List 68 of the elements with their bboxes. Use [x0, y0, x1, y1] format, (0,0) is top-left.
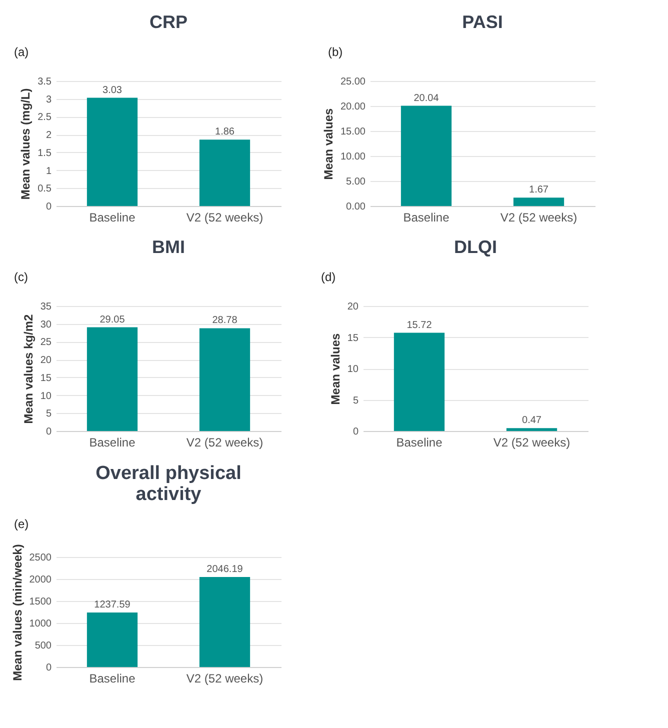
- chart-title: DLQI: [454, 237, 497, 257]
- y-tick-label: 2000: [29, 574, 52, 586]
- data-label: 28.78: [212, 315, 238, 326]
- data-label: 3.03: [102, 84, 122, 96]
- y-tick-label: 25: [40, 337, 52, 348]
- y-tick-label: 5: [46, 408, 52, 420]
- y-tick-label: 15: [347, 332, 359, 344]
- y-tick-label: 10.00: [340, 152, 366, 162]
- y-tick-label: 5: [352, 395, 359, 406]
- y-tick-label: 30: [40, 319, 52, 330]
- y-tick-label: 20: [347, 302, 359, 312]
- x-tick-label: Baseline: [403, 210, 450, 224]
- y-axis-title: Mean values: [321, 108, 336, 180]
- data-label: 2046.19: [206, 564, 244, 575]
- x-tick-label: Baseline: [89, 672, 136, 686]
- y-tick-label: 0: [352, 426, 359, 438]
- y-tick-label: 10: [40, 390, 52, 402]
- text: (c): [14, 270, 28, 284]
- text: (e): [14, 517, 29, 531]
- x-tick-label: V2 (52 weeks): [493, 436, 570, 450]
- data-label: 1237.59: [94, 600, 131, 611]
- text: (a): [14, 45, 29, 59]
- y-tick-label: 2: [46, 130, 52, 142]
- y-tick-label: 2.5: [38, 112, 52, 124]
- y-tick-label: 3.5: [38, 76, 52, 88]
- text: (b): [328, 45, 343, 59]
- y-tick-label: 0.00: [346, 202, 366, 212]
- x-tick-label: V2 (52 weeks): [186, 672, 264, 686]
- y-tick-label: 1500: [29, 596, 52, 608]
- data-label: 15.72: [406, 320, 432, 331]
- chart-title: Overall physical activity: [96, 463, 242, 505]
- y-tick-label: 0: [46, 202, 52, 212]
- x-tick-label: V2 (52 weeks): [186, 210, 264, 224]
- data-label: 0.47: [522, 415, 542, 426]
- y-axis-title: Mean values (min/week): [10, 544, 24, 681]
- x-tick-label: Baseline: [396, 436, 443, 450]
- y-tick-label: 3: [46, 94, 52, 106]
- y-tick-label: 2500: [29, 552, 52, 564]
- y-tick-label: 15.00: [340, 126, 366, 138]
- y-tick-label: 1000: [29, 618, 52, 630]
- y-tick-label: 1.5: [38, 148, 52, 159]
- x-tick-label: Baseline: [89, 210, 136, 224]
- x-tick-label: V2 (52 weeks): [500, 210, 578, 224]
- data-label: 1.67: [529, 184, 549, 196]
- data-label: 20.04: [414, 92, 440, 104]
- data-label: 29.05: [100, 314, 126, 326]
- chart-title: CRP: [149, 12, 188, 32]
- y-tick-label: 5.00: [346, 176, 366, 188]
- y-tick-label: 10: [347, 364, 359, 375]
- chart-title: BMI: [152, 237, 185, 257]
- y-tick-label: 20.00: [340, 102, 366, 112]
- y-tick-label: 20: [40, 355, 52, 366]
- y-tick-label: 35: [40, 302, 52, 312]
- x-tick-label: V2 (52 weeks): [186, 436, 264, 450]
- text: (d): [321, 270, 336, 284]
- data-label: 1.86: [215, 126, 235, 138]
- y-axis-title: Mean values: [328, 332, 342, 405]
- y-tick-label: 0: [46, 662, 52, 674]
- y-tick-label: 500: [34, 640, 52, 652]
- chart-title: PASI: [462, 12, 503, 32]
- y-tick-label: 0.5: [38, 184, 52, 195]
- y-axis-title: Mean values kg/m2: [21, 314, 36, 424]
- y-axis-title: Mean values (mg/L): [18, 88, 33, 200]
- x-tick-label: Baseline: [89, 436, 136, 450]
- y-tick-label: 1: [46, 166, 52, 177]
- y-tick-label: 15: [40, 372, 52, 384]
- y-tick-label: 0: [46, 426, 52, 438]
- y-tick-label: 25.00: [340, 76, 366, 88]
